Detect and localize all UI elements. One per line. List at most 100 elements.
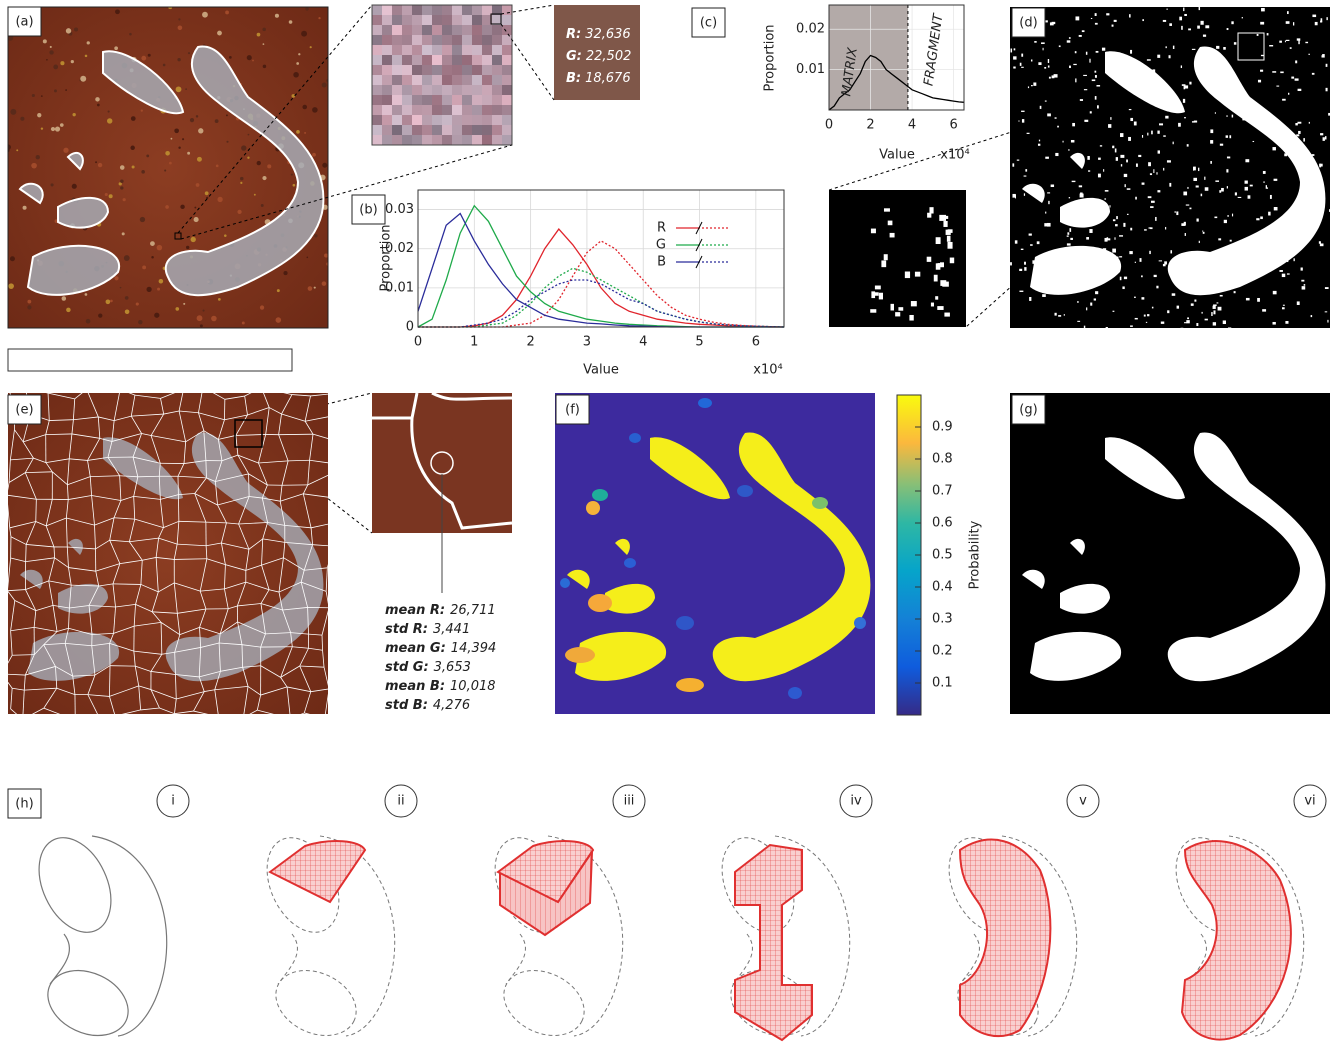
speck [1183,8,1184,12]
speck [1260,216,1263,219]
speck [1268,212,1270,216]
speck [1326,64,1328,67]
colorbar-tick-label: 0.3 [932,612,953,627]
pixel [422,115,432,125]
pixel [442,65,452,75]
pixel [950,258,954,264]
pixel [875,286,881,290]
y-tick-label: 0.01 [796,62,825,77]
pixel [888,221,893,226]
step-label: vi [1304,794,1315,809]
scale-bar [8,349,292,371]
pixel [482,55,492,65]
pixel [502,75,512,85]
speck [1090,303,1092,306]
pixel [462,65,472,75]
speck [1079,185,1082,187]
grain [200,324,203,327]
figure: R:32,636G:22,502B:18,676 012345600.010.0… [0,0,1333,1047]
grain [247,156,249,158]
pixel [422,105,432,115]
speck [1287,273,1290,274]
speck [1059,45,1061,47]
speck [1018,120,1019,121]
speck [1297,122,1301,124]
stat-line: std B:4,276 [385,698,470,713]
speck [1283,305,1285,306]
stat-value: 26,711 [450,603,496,618]
speck [1189,82,1191,85]
pixel [452,95,462,105]
speck [1077,321,1080,322]
pixel [382,125,392,135]
speck [1024,262,1026,265]
speck [1309,54,1310,55]
speck [1045,101,1047,102]
grain [109,194,113,198]
speck [1119,256,1122,257]
step-label: iv [850,794,862,809]
grain [106,299,111,304]
speck [1124,277,1127,280]
speck [1124,174,1127,177]
pixel [402,75,412,85]
speck [1084,89,1087,90]
grain [190,118,194,122]
speck [1295,78,1299,80]
pixel [452,35,462,45]
pixel [392,105,402,115]
pixel [422,35,432,45]
superpixel-edge [184,387,203,389]
speck [1181,328,1184,332]
speck [1193,167,1194,171]
speck [1034,41,1036,43]
grain [275,14,279,18]
speck [1218,307,1222,311]
speck [1147,133,1148,136]
pixel [432,45,442,55]
grain [165,151,170,156]
speck [1049,77,1051,79]
pixel [432,35,442,45]
speck [1246,298,1250,300]
speck [1014,48,1016,50]
pixel [871,229,876,234]
grain [307,257,309,259]
grain [305,7,308,10]
speck [1238,197,1242,198]
pixel [442,125,452,135]
grain [120,186,123,189]
superpixels-e [2,387,335,720]
step-label: iii [624,794,635,809]
speck [1130,228,1132,231]
x-multiplier: x10⁴ [940,148,969,163]
pixel [422,65,432,75]
pixel [382,85,392,95]
pixel [402,15,412,25]
grain [107,118,112,123]
speck [1063,141,1064,143]
speck [1147,314,1149,316]
speck [1228,327,1231,330]
speck [1217,302,1219,303]
speck [1245,181,1248,184]
speck [1134,297,1136,298]
x-tick-label: 1 [470,335,478,350]
pixel [940,280,946,286]
speck [1029,234,1032,236]
pixel [939,215,946,221]
grain [43,39,47,43]
pixel [472,35,482,45]
speck [1069,66,1071,68]
speck [1148,196,1152,198]
speck [1282,307,1285,309]
pixel [452,135,462,145]
rgb-line: B:18,676 [566,71,631,86]
speck [1189,208,1191,210]
speck [1315,22,1318,25]
pixel [402,85,412,95]
pixel [891,304,894,311]
grain [10,109,16,115]
speck [1215,112,1216,113]
pixel [422,55,432,65]
